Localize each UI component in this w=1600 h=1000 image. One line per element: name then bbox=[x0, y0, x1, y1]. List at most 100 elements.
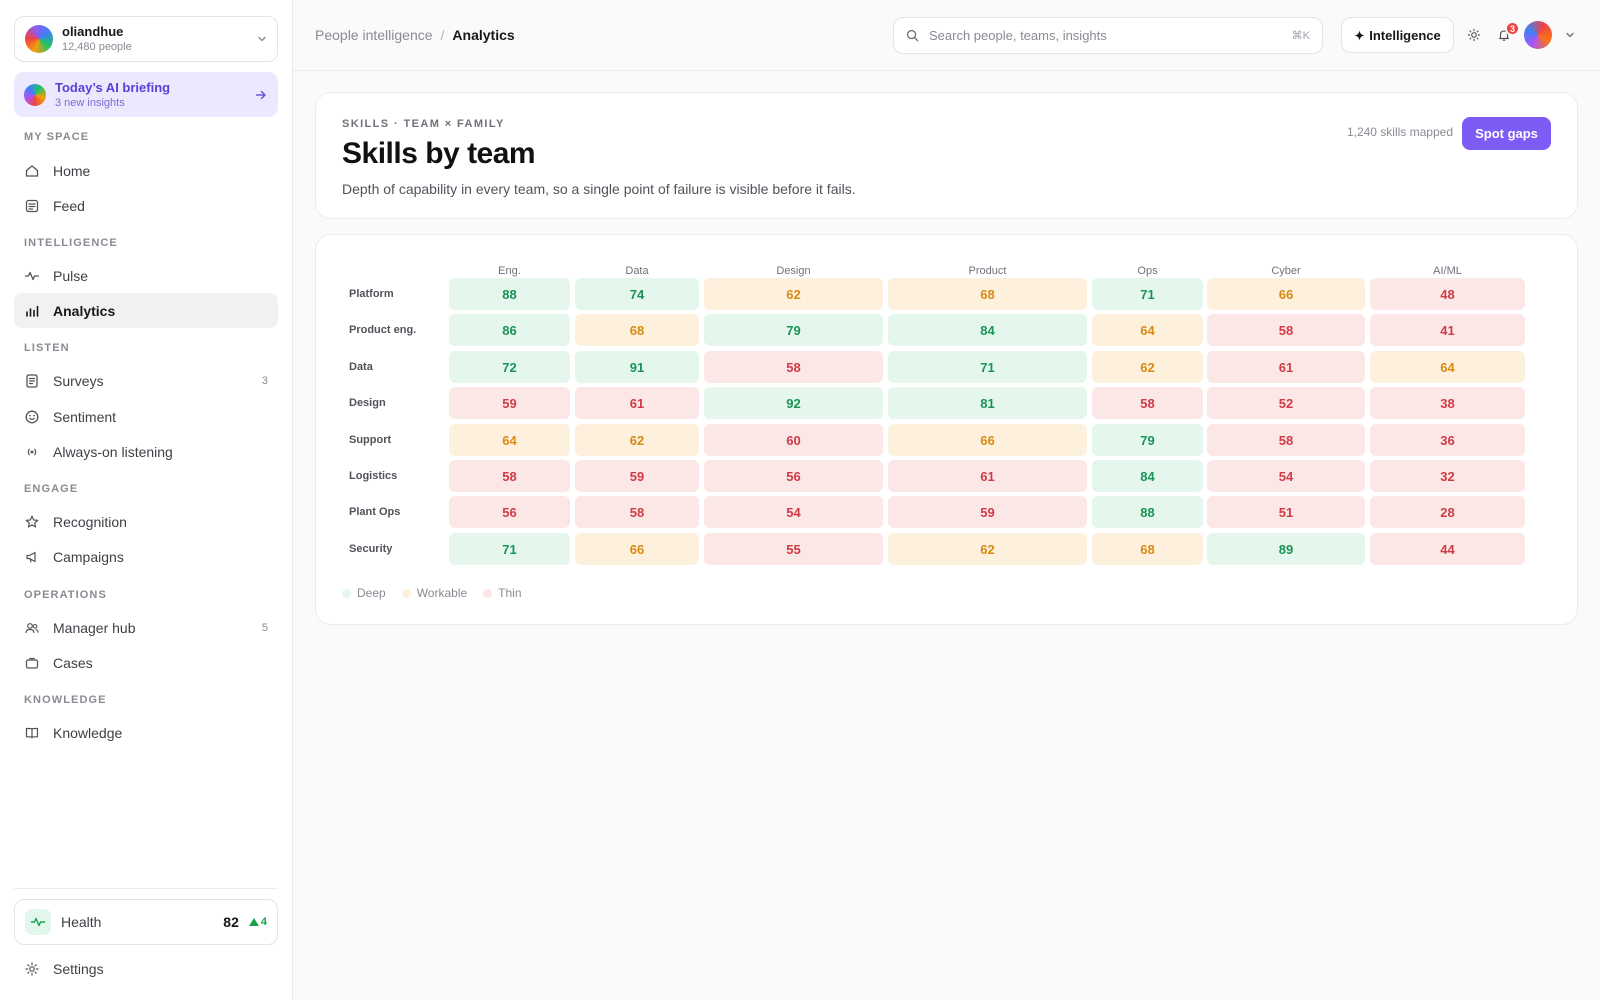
heatmap-cell[interactable]: 89 bbox=[1207, 533, 1365, 565]
sidebar-item-manager-hub[interactable]: Manager hub 5 bbox=[14, 610, 278, 645]
health-score-card[interactable]: Health 82 4 bbox=[14, 899, 278, 945]
heatmap-cell[interactable]: 48 bbox=[1370, 278, 1525, 310]
smile-icon bbox=[25, 410, 39, 423]
org-name: oliandhue bbox=[62, 24, 124, 39]
breadcrumb-root[interactable]: People intelligence bbox=[315, 27, 433, 43]
heatmap-cell[interactable]: 41 bbox=[1370, 314, 1525, 346]
search-input[interactable] bbox=[929, 28, 1292, 43]
heatmap-cell[interactable]: 59 bbox=[888, 496, 1087, 528]
heatmap-cell[interactable]: 62 bbox=[704, 278, 883, 310]
sidebar-item-campaigns[interactable]: Campaigns bbox=[14, 539, 278, 574]
heatmap-cell[interactable]: 68 bbox=[888, 278, 1087, 310]
heatmap-cell[interactable]: 61 bbox=[888, 460, 1087, 492]
surveys-count-badge: 3 bbox=[261, 374, 268, 387]
heatmap-cell[interactable]: 68 bbox=[575, 314, 699, 346]
user-avatar[interactable] bbox=[1524, 21, 1552, 49]
heatmap-cell[interactable]: 60 bbox=[704, 424, 883, 456]
heatmap-cell[interactable]: 56 bbox=[449, 496, 570, 528]
intelligence-button[interactable]: Intelligence bbox=[1341, 17, 1454, 53]
heatmap-cell[interactable]: 54 bbox=[1207, 460, 1365, 492]
heatmap-cell[interactable]: 58 bbox=[575, 496, 699, 528]
sidebar-item-settings[interactable]: Settings bbox=[14, 951, 278, 986]
user-menu-toggle[interactable] bbox=[1559, 24, 1581, 46]
heatmap-cell[interactable]: 61 bbox=[1207, 351, 1365, 383]
heatmap-cell[interactable]: 62 bbox=[575, 424, 699, 456]
heatmap-cell[interactable]: 66 bbox=[1207, 278, 1365, 310]
heatmap-cell[interactable]: 28 bbox=[1370, 496, 1525, 528]
legend-item-workable: Workable bbox=[401, 586, 467, 600]
heatmap-cell[interactable]: 61 bbox=[575, 387, 699, 419]
sidebar-item-always-on-listening[interactable]: Always-on listening bbox=[14, 434, 278, 469]
sidebar: oliandhue 12,480 people Today’s AI brief… bbox=[0, 0, 293, 1000]
heatmap-cell[interactable]: 64 bbox=[1370, 351, 1525, 383]
sparkle-icon bbox=[1354, 29, 1365, 41]
heatmap-cell[interactable]: 64 bbox=[1092, 314, 1203, 346]
sidebar-item-recognition[interactable]: Recognition bbox=[14, 504, 278, 539]
heatmap-cell[interactable]: 62 bbox=[1092, 351, 1203, 383]
heatmap-cell[interactable]: 88 bbox=[1092, 496, 1203, 528]
theme-toggle[interactable] bbox=[1463, 24, 1485, 46]
heatmap-cell[interactable]: 52 bbox=[1207, 387, 1365, 419]
nav-section-engage: ENGAGE bbox=[24, 483, 79, 495]
heatmap-cell[interactable]: 58 bbox=[1207, 314, 1365, 346]
heatmap-cell[interactable]: 64 bbox=[449, 424, 570, 456]
heatmap-cell[interactable]: 66 bbox=[888, 424, 1087, 456]
sidebar-item-home[interactable]: Home bbox=[14, 153, 278, 188]
heatmap-cell[interactable]: 72 bbox=[449, 351, 570, 383]
heatmap-cell[interactable]: 81 bbox=[888, 387, 1087, 419]
heatmap-cell[interactable]: 58 bbox=[1092, 387, 1203, 419]
heatmap-cell[interactable]: 91 bbox=[575, 351, 699, 383]
sidebar-item-cases[interactable]: Cases bbox=[14, 645, 278, 680]
heatmap-cell[interactable]: 74 bbox=[575, 278, 699, 310]
heatmap-cell[interactable]: 79 bbox=[704, 314, 883, 346]
heatmap-cell[interactable]: 66 bbox=[575, 533, 699, 565]
sidebar-item-knowledge[interactable]: Knowledge bbox=[14, 715, 278, 750]
heatmap-cell[interactable]: 54 bbox=[704, 496, 883, 528]
heatmap-cell[interactable]: 55 bbox=[704, 533, 883, 565]
heatmap-cell[interactable]: 84 bbox=[888, 314, 1087, 346]
heatmap-cell[interactable]: 51 bbox=[1207, 496, 1365, 528]
heatmap-cell[interactable]: 71 bbox=[888, 351, 1087, 383]
notifications-button[interactable]: 3 bbox=[1493, 21, 1520, 46]
sidebar-item-feed[interactable]: Feed bbox=[14, 188, 278, 223]
sidebar-item-sentiment[interactable]: Sentiment bbox=[14, 399, 278, 434]
heatmap-cell[interactable]: 58 bbox=[1207, 424, 1365, 456]
heatmap-cell[interactable]: 59 bbox=[449, 387, 570, 419]
heatmap-cell[interactable]: 32 bbox=[1370, 460, 1525, 492]
heatmap-cell[interactable]: 88 bbox=[449, 278, 570, 310]
spot-gaps-button[interactable]: Spot gaps bbox=[1462, 117, 1551, 150]
legend-item-deep: Deep bbox=[342, 586, 386, 600]
heatmap-cell[interactable]: 56 bbox=[704, 460, 883, 492]
heatmap-cell[interactable]: 84 bbox=[1092, 460, 1203, 492]
sidebar-item-analytics[interactable]: Analytics bbox=[14, 293, 278, 328]
heatmap-cell[interactable]: 38 bbox=[1370, 387, 1525, 419]
row-header: Plant Ops bbox=[349, 506, 401, 518]
heatmap-cell[interactable]: 44 bbox=[1370, 533, 1525, 565]
megaphone-icon bbox=[26, 551, 36, 562]
health-score: 82 bbox=[223, 914, 239, 930]
heatmap-cell[interactable]: 71 bbox=[449, 533, 570, 565]
legend-swatch-workable bbox=[401, 588, 411, 598]
row-header: Logistics bbox=[349, 470, 398, 482]
sidebar-item-label: Recognition bbox=[53, 513, 127, 530]
heatmap-cell[interactable]: 58 bbox=[449, 460, 570, 492]
nav-section-listen: LISTEN bbox=[24, 342, 70, 354]
heatmap-cell[interactable]: 92 bbox=[704, 387, 883, 419]
search-box[interactable]: ⌘K bbox=[893, 17, 1323, 54]
heatmap-cell[interactable]: 71 bbox=[1092, 278, 1203, 310]
heatmap-cell[interactable]: 62 bbox=[888, 533, 1087, 565]
heatmap-cell[interactable]: 59 bbox=[575, 460, 699, 492]
column-header: Eng. bbox=[498, 265, 521, 277]
heatmap-cell[interactable]: 79 bbox=[1092, 424, 1203, 456]
org-switcher[interactable]: oliandhue 12,480 people bbox=[14, 16, 278, 62]
ai-briefing-card[interactable]: Today’s AI briefing 3 new insights bbox=[14, 72, 278, 117]
heatmap-cell[interactable]: 36 bbox=[1370, 424, 1525, 456]
heatmap-cell[interactable]: 58 bbox=[704, 351, 883, 383]
sidebar-item-surveys[interactable]: Surveys 3 bbox=[14, 363, 278, 398]
sidebar-item-label: Campaigns bbox=[53, 548, 124, 565]
column-header: Product bbox=[968, 265, 1007, 277]
sidebar-item-pulse[interactable]: Pulse bbox=[14, 258, 278, 293]
heatmap-cell[interactable]: 68 bbox=[1092, 533, 1203, 565]
heatmap-cell[interactable]: 86 bbox=[449, 314, 570, 346]
sidebar-item-label: Analytics bbox=[53, 302, 116, 319]
